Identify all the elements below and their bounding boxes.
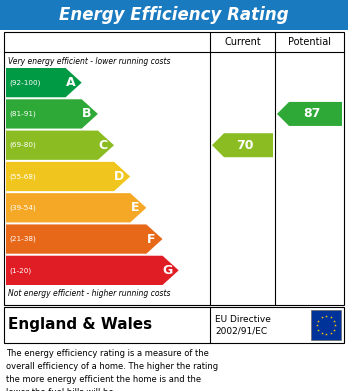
Text: England & Wales: England & Wales [8,317,152,332]
Text: C: C [98,139,107,152]
Text: Not energy efficient - higher running costs: Not energy efficient - higher running co… [8,289,171,298]
Text: 70: 70 [236,139,254,152]
Polygon shape [212,133,273,157]
Text: (92-100): (92-100) [9,79,40,86]
Text: B: B [82,108,91,120]
Text: (81-91): (81-91) [9,111,36,117]
Text: (55-68): (55-68) [9,173,36,180]
Text: A: A [66,76,75,89]
Polygon shape [277,102,342,126]
Bar [4,307,344,343]
Text: G: G [162,264,173,277]
Polygon shape [6,256,179,285]
Text: The energy efficiency rating is a measure of the
overall efficiency of a home. T: The energy efficiency rating is a measur… [6,349,218,391]
Text: Very energy efficient - lower running costs: Very energy efficient - lower running co… [8,57,171,66]
Text: 87: 87 [303,108,321,120]
Polygon shape [6,68,82,97]
Text: (21-38): (21-38) [9,236,36,242]
Polygon shape [6,162,130,191]
Text: D: D [114,170,124,183]
Text: (39-54): (39-54) [9,204,36,211]
Text: 2002/91/EC: 2002/91/EC [215,326,267,335]
Text: Potential: Potential [288,37,331,47]
Bar [4,32,344,305]
Polygon shape [6,224,163,254]
Text: EU Directive: EU Directive [215,316,271,325]
Text: E: E [131,201,139,214]
Polygon shape [6,131,114,160]
Text: Current: Current [224,37,261,47]
Text: (1-20): (1-20) [9,267,31,274]
Bar [311,310,341,340]
Text: Energy Efficiency Rating: Energy Efficiency Rating [59,6,289,24]
Bar [0,0,348,30]
Polygon shape [6,193,147,222]
Text: (69-80): (69-80) [9,142,36,149]
Text: F: F [147,233,156,246]
Polygon shape [6,99,98,129]
